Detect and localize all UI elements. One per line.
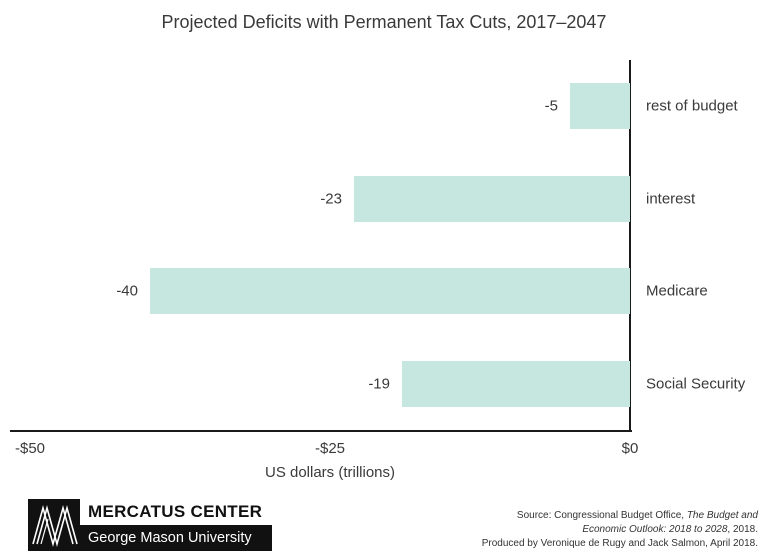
source-line-2: Economic Outlook: 2018 to 2028, 2018. <box>582 524 758 535</box>
mercatus-logo-mark <box>28 499 80 551</box>
mercatus-logo: MERCATUS CENTER George Mason University <box>28 499 273 551</box>
bar-value-label: -40 <box>116 282 138 300</box>
chart-title: Projected Deficits with Permanent Tax Cu… <box>161 12 607 32</box>
mercatus-logo-text: MERCATUS CENTER George Mason University <box>80 499 273 551</box>
logo-org-name: MERCATUS CENTER <box>80 502 273 527</box>
bar-value-label: -5 <box>544 97 558 115</box>
source-attribution: Source: Congressional Budget Office, The… <box>482 509 758 551</box>
bar-category-label: rest of budget <box>646 97 738 115</box>
x-tick-label: -$50 <box>14 440 46 457</box>
bar <box>570 83 630 130</box>
plot-area: US dollars (trillions) -5 rest of budget -… <box>10 60 745 481</box>
source-line-3: Produced by Veronique de Rugy and Jack S… <box>481 538 758 549</box>
y-axis-line <box>629 60 631 430</box>
bar <box>354 175 630 222</box>
x-tick-label: $0 <box>621 440 639 457</box>
bar-value-label: -19 <box>368 375 390 393</box>
bar <box>402 360 630 407</box>
footer: MERCATUS CENTER George Mason University … <box>28 499 758 551</box>
logo-university-name: George Mason University <box>80 526 273 551</box>
x-axis-line <box>10 430 632 432</box>
bar-category-label: Social Security <box>646 375 746 393</box>
source-line-1: Source: Congressional Budget Office, The… <box>516 510 758 521</box>
bar-category-label: Medicare <box>646 282 708 300</box>
bar <box>150 268 630 315</box>
x-axis-title: US dollars (trillions) <box>264 464 396 481</box>
bar-category-label: interest <box>646 190 696 208</box>
bar-value-label: -23 <box>320 190 342 208</box>
x-tick-label: -$25 <box>314 440 346 457</box>
